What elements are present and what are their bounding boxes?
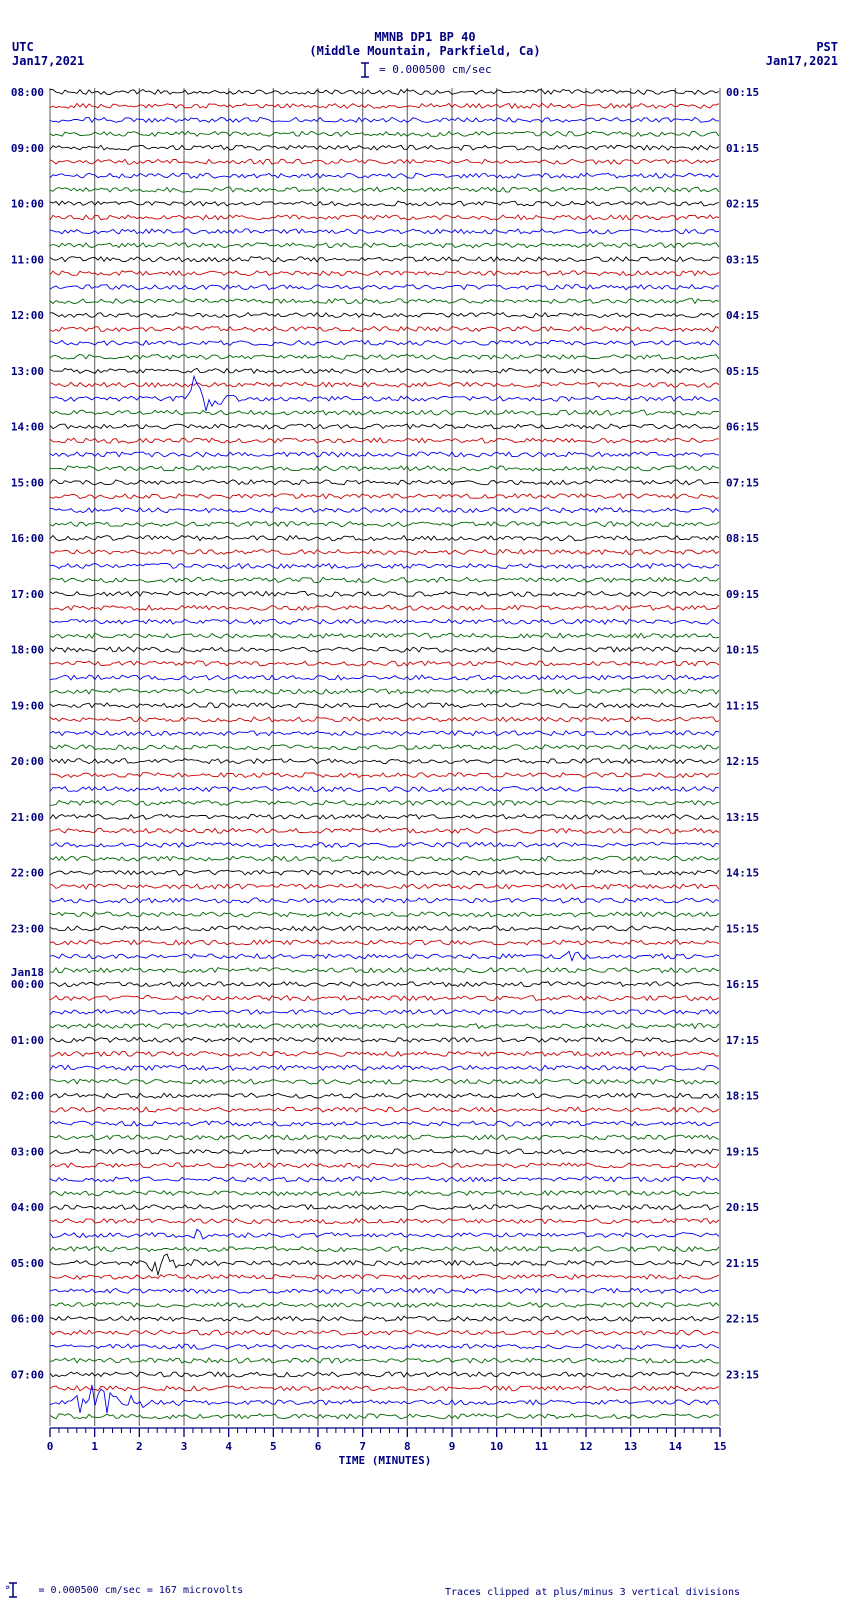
svg-text:11: 11 (535, 1440, 549, 1453)
svg-text:10:15: 10:15 (726, 644, 759, 657)
svg-text:19:00: 19:00 (11, 699, 44, 712)
svg-text:6: 6 (315, 1440, 322, 1453)
footer-right-text: Traces clipped at plus/minus 3 vertical … (445, 1587, 740, 1598)
svg-text:13:00: 13:00 (11, 365, 44, 378)
svg-text:14: 14 (669, 1440, 683, 1453)
svg-text:11:15: 11:15 (726, 699, 759, 712)
svg-text:08:15: 08:15 (726, 532, 759, 545)
svg-text:18:15: 18:15 (726, 1090, 759, 1103)
svg-text:15:00: 15:00 (11, 476, 44, 489)
svg-text:23:15: 23:15 (726, 1368, 759, 1381)
title-sub: (Middle Mountain, Parkfield, Ca) (0, 44, 850, 58)
svg-text:14:15: 14:15 (726, 867, 759, 880)
header: MMNB DP1 BP 40 (Middle Mountain, Parkfie… (0, 30, 850, 78)
svg-text:15:15: 15:15 (726, 922, 759, 935)
scale-indicator: = 0.000500 cm/sec (0, 62, 850, 78)
svg-text:TIME (MINUTES): TIME (MINUTES) (339, 1454, 432, 1467)
svg-text:17:15: 17:15 (726, 1034, 759, 1047)
svg-text:14:00: 14:00 (11, 421, 44, 434)
svg-text:01:15: 01:15 (726, 142, 759, 155)
svg-text:09:00: 09:00 (11, 142, 44, 155)
svg-text:2: 2 (136, 1440, 143, 1453)
svg-text:00:00: 00:00 (11, 978, 44, 991)
svg-text:8: 8 (404, 1440, 411, 1453)
svg-text:5: 5 (270, 1440, 277, 1453)
svg-text:00:15: 00:15 (726, 86, 759, 99)
svg-text:08:00: 08:00 (11, 86, 44, 99)
svg-text:4: 4 (225, 1440, 232, 1453)
svg-text:02:00: 02:00 (11, 1090, 44, 1103)
svg-text:15: 15 (713, 1440, 726, 1453)
svg-text:10:00: 10:00 (11, 198, 44, 211)
footer-left-text: = 0.000500 cm/sec = 167 microvolts (38, 1585, 243, 1596)
svg-text:03:00: 03:00 (11, 1145, 44, 1158)
svg-text:20:00: 20:00 (11, 755, 44, 768)
svg-text:10: 10 (490, 1440, 503, 1453)
svg-text:1: 1 (91, 1440, 98, 1453)
svg-text:9: 9 (449, 1440, 456, 1453)
svg-text:04:00: 04:00 (11, 1201, 44, 1214)
svg-text:16:00: 16:00 (11, 532, 44, 545)
svg-text:07:15: 07:15 (726, 476, 759, 489)
title-main: MMNB DP1 BP 40 (0, 30, 850, 44)
svg-text:06:15: 06:15 (726, 421, 759, 434)
svg-text:09:15: 09:15 (726, 588, 759, 601)
svg-text:07:00: 07:00 (11, 1368, 44, 1381)
svg-text:13:15: 13:15 (726, 811, 759, 824)
svg-text:17:00: 17:00 (11, 588, 44, 601)
svg-text:16:15: 16:15 (726, 978, 759, 991)
scale-text: = 0.000500 cm/sec (379, 63, 492, 76)
svg-text:02:15: 02:15 (726, 198, 759, 211)
svg-text:3: 3 (181, 1440, 188, 1453)
svg-text:Jan18: Jan18 (11, 966, 44, 979)
svg-text:18:00: 18:00 (11, 644, 44, 657)
svg-text:7: 7 (359, 1440, 366, 1453)
svg-text:05:15: 05:15 (726, 365, 759, 378)
svg-text:13: 13 (624, 1440, 637, 1453)
svg-text:23:00: 23:00 (11, 922, 44, 935)
svg-text:21:00: 21:00 (11, 811, 44, 824)
svg-text:11:00: 11:00 (11, 253, 44, 266)
svg-text:22:00: 22:00 (11, 867, 44, 880)
svg-text:20:15: 20:15 (726, 1201, 759, 1214)
svg-text:19:15: 19:15 (726, 1145, 759, 1158)
plot-area: 08:0009:0010:0011:0012:0013:0014:0015:00… (50, 88, 720, 1426)
seismogram-container: UTC Jan17,2021 PST Jan17,2021 MMNB DP1 B… (0, 0, 850, 1613)
svg-text:04:15: 04:15 (726, 309, 759, 322)
svg-text:01:00: 01:00 (11, 1034, 44, 1047)
svg-text:03:15: 03:15 (726, 253, 759, 266)
svg-text:12: 12 (579, 1440, 592, 1453)
svg-text:05:00: 05:00 (11, 1257, 44, 1270)
svg-text:0: 0 (47, 1440, 54, 1453)
svg-text:12:15: 12:15 (726, 755, 759, 768)
svg-text:12:00: 12:00 (11, 309, 44, 322)
footer-left: ∝ = 0.000500 cm/sec = 167 microvolts (5, 1582, 243, 1598)
svg-text:21:15: 21:15 (726, 1257, 759, 1270)
svg-text:22:15: 22:15 (726, 1313, 759, 1326)
svg-text:06:00: 06:00 (11, 1313, 44, 1326)
